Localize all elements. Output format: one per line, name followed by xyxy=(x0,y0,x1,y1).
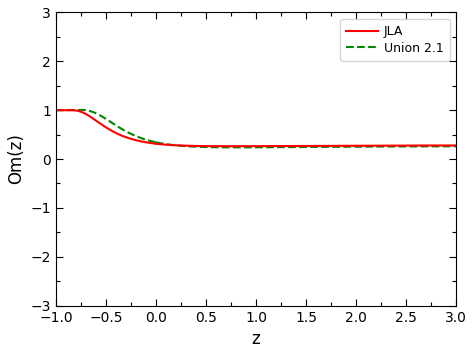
Y-axis label: Om(z): Om(z) xyxy=(7,133,25,185)
Legend: JLA, Union 2.1: JLA, Union 2.1 xyxy=(340,19,450,61)
X-axis label: z: z xyxy=(252,330,260,348)
